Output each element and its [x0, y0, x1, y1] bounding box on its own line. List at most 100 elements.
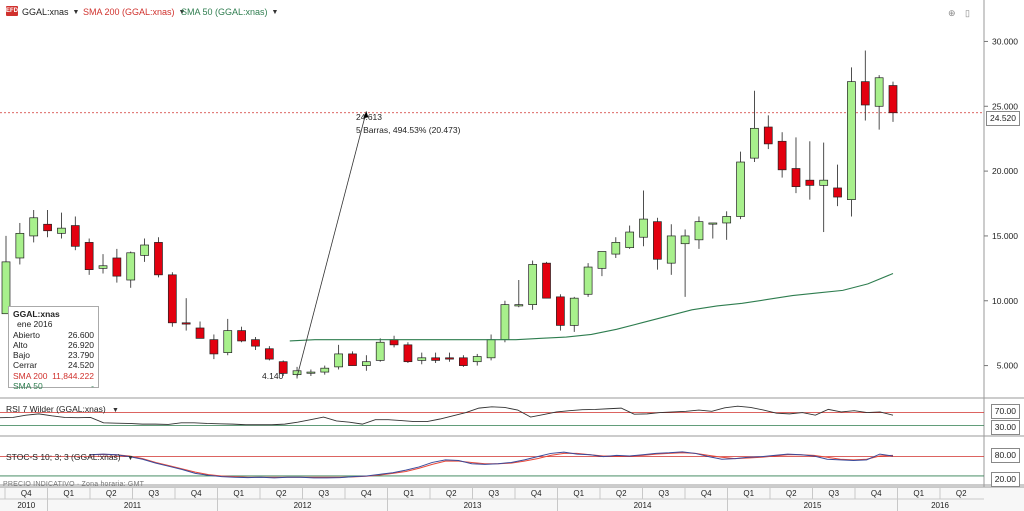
- chevron-down-icon[interactable]: ▼: [127, 455, 134, 462]
- measure-low-label: 4.140: [262, 371, 284, 381]
- row-label: Cerrar: [13, 360, 38, 371]
- candle-body: [403, 344, 413, 363]
- candle-body: [29, 217, 39, 237]
- year-label: 2016: [931, 501, 949, 510]
- quarter-label: Q2: [616, 489, 627, 498]
- price-tick-label: 10.000: [992, 296, 1018, 306]
- candle-body: [833, 187, 842, 198]
- candle-body: [375, 341, 385, 361]
- row-label: SMA 200: [13, 370, 48, 381]
- candle-body: [639, 218, 648, 238]
- candle-body: [84, 242, 94, 270]
- rsi-panel-title[interactable]: RSI 7 Wilder (GGAL:xnas) ▼: [6, 404, 119, 414]
- candle-body: [126, 252, 136, 281]
- candle-body: [112, 257, 122, 277]
- candle-body: [514, 304, 524, 307]
- candle-body: [888, 85, 898, 114]
- quarter-label: Q4: [531, 489, 542, 498]
- candle-body: [195, 327, 205, 339]
- chevron-down-icon[interactable]: ▼: [178, 8, 186, 16]
- sma50-selector[interactable]: SMA 50 (GGAL:xnas) ▼: [181, 4, 278, 20]
- quarter-label: Q4: [871, 489, 882, 498]
- candle-body: [805, 179, 815, 186]
- candle-body: [569, 297, 579, 326]
- quarter-label: Q2: [786, 489, 797, 498]
- candle-body: [486, 339, 496, 359]
- candle-body: [348, 353, 357, 366]
- candle-body: [70, 225, 80, 247]
- candle-body: [528, 264, 538, 305]
- chevron-down-icon[interactable]: ▼: [271, 8, 279, 16]
- candle-body: [223, 330, 233, 353]
- year-label: 2015: [804, 501, 822, 510]
- candle-body: [264, 348, 274, 360]
- candle-body: [777, 140, 787, 171]
- data-window: GGAL:xnas ene 2016 Abierto 26.600 Alto 26.…: [8, 306, 99, 391]
- rsi-level-30: 30.00: [990, 420, 1020, 435]
- row-label: Bajo: [13, 350, 31, 361]
- data-window-row: SMA 200 11,844.222: [13, 371, 94, 381]
- quarter-label: Q1: [403, 489, 414, 498]
- last-price-tag: 24.520: [986, 111, 1020, 126]
- price-tick-label: 15.000: [992, 231, 1018, 241]
- candle-body: [278, 361, 288, 374]
- quarter-label: Q4: [21, 489, 32, 498]
- price-tick-label: 30.000: [992, 36, 1018, 46]
- measure-text-label: 5 Barras, 494.53% (20.473): [356, 125, 461, 135]
- stoc-level-80: 80.00: [990, 448, 1020, 463]
- candle-body: [361, 361, 371, 366]
- rsi-title-label: RSI 7 Wilder (GGAL:xnas): [6, 404, 106, 414]
- candle-body: [306, 371, 316, 374]
- rsi-level-70: 70.00: [990, 404, 1020, 419]
- row-label: SMA 50: [13, 381, 43, 392]
- quarter-label: Q3: [148, 489, 159, 498]
- row-value: 23.790: [68, 350, 94, 361]
- candle-body: [431, 357, 440, 361]
- candle-body: [763, 126, 773, 145]
- candle-body: [251, 339, 260, 347]
- measure-high-label: 24.613: [356, 112, 382, 122]
- candle-body: [750, 127, 759, 159]
- footer-note: PRECIO INDICATIVO · Zona horaria: GMT: [3, 481, 145, 488]
- price-tick-label: 5.000: [997, 361, 1019, 371]
- price-tick-label: 25.000: [992, 101, 1018, 111]
- quarter-label: Q3: [828, 489, 839, 498]
- candle-body: [154, 242, 163, 276]
- candle-body: [417, 357, 427, 361]
- candle-body: [819, 179, 829, 186]
- symbol-icon[interactable]: EFD: [6, 6, 18, 16]
- candle-body: [57, 227, 66, 234]
- candle-body: [542, 262, 551, 299]
- stoc-level-20: 20.00: [990, 472, 1020, 487]
- symbol-label: GGAL:xnas: [22, 7, 69, 17]
- expand-icon[interactable]: ⊕: [948, 8, 956, 18]
- data-window-row: SMA 50 -: [13, 381, 94, 391]
- year-label: 2014: [634, 501, 652, 510]
- candle-body: [736, 161, 745, 217]
- measure-line: [296, 111, 367, 377]
- candle-body: [583, 266, 593, 295]
- symbol-selector[interactable]: GGAL:xnas ▼: [22, 4, 79, 20]
- candle-body: [459, 357, 468, 366]
- settings-icon[interactable]: ▯: [965, 8, 970, 18]
- candle-body: [625, 231, 635, 248]
- stoc-panel-title[interactable]: STOC-S 10; 3; 3 (GGAL:xnas) ▼: [6, 452, 134, 462]
- chevron-down-icon[interactable]: ▼: [112, 407, 119, 414]
- candle-body: [445, 357, 454, 360]
- candle-body: [334, 353, 343, 368]
- sma200-selector[interactable]: SMA 200 (GGAL:xnas) ▼: [83, 4, 185, 20]
- chevron-down-icon[interactable]: ▼: [72, 8, 80, 16]
- sma200-line: [289, 273, 894, 342]
- quarter-label: Q2: [106, 489, 117, 498]
- year-label: 2011: [124, 501, 142, 510]
- candle-body: [680, 235, 690, 245]
- quarter-label: Q2: [446, 489, 457, 498]
- quarter-label: Q3: [658, 489, 669, 498]
- candle-body: [15, 232, 25, 259]
- year-label: 2010: [17, 501, 35, 510]
- row-label: Abierto: [13, 329, 40, 340]
- candle-body: [597, 251, 607, 269]
- candle-body: [860, 81, 870, 106]
